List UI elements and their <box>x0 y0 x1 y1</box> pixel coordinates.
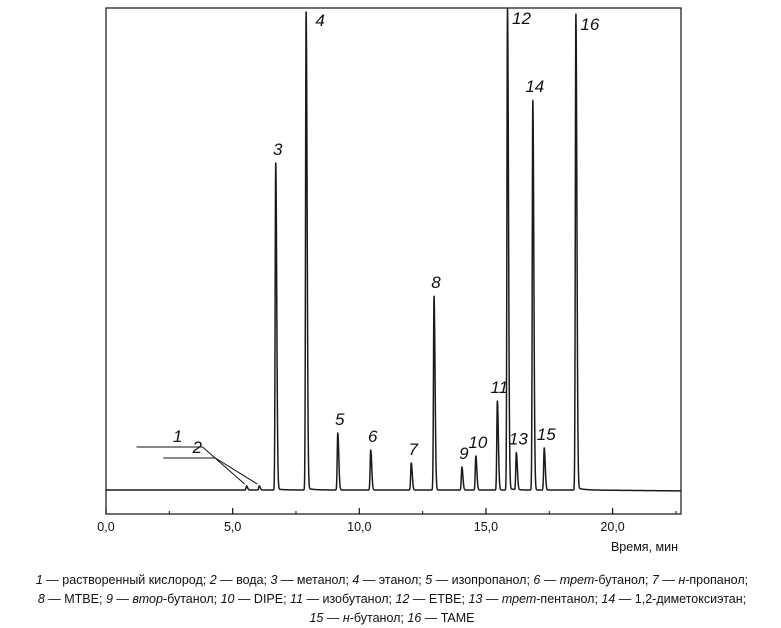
caption-line-2: 8 — MTBE; 9 — втор-бутанол; 10 — DIPE; 1… <box>4 590 780 609</box>
caption-text: 12 <box>395 592 410 606</box>
caption-text: 9 <box>105 592 113 606</box>
caption-text: — вода; <box>216 573 271 587</box>
caption-text: — ETBE; <box>409 592 469 606</box>
plot-frame <box>105 7 682 515</box>
caption-text: 11 <box>290 592 304 606</box>
caption-text: -пентанол; <box>536 592 602 606</box>
caption-text: — изопропанол; <box>432 573 534 587</box>
caption-text: 4 <box>352 573 360 587</box>
caption-text: 14 <box>601 592 616 606</box>
caption-text: н <box>342 611 350 625</box>
caption-text: 2 <box>209 573 217 587</box>
peak-label: 8 <box>431 273 441 292</box>
peak-label: 10 <box>468 433 487 452</box>
caption-text: — <box>540 573 560 587</box>
caption-text: — растворенный кислород; <box>42 573 210 587</box>
caption-text: 7 <box>651 573 659 587</box>
chromatogram-trace <box>105 7 682 492</box>
peak-label: 9 <box>459 444 469 463</box>
peak-leader-line <box>136 446 245 485</box>
caption-text: — изобутанол; <box>303 592 396 606</box>
caption-text: 5 <box>425 573 433 587</box>
caption-text: — <box>658 573 679 587</box>
caption-line-1: 1 — растворенный кислород; 2 — вода; 3 —… <box>4 571 780 590</box>
caption-text: 10 <box>220 592 235 606</box>
peak-label: 16 <box>580 15 599 34</box>
x-tick-labels: 0,0 5,0 10,0 15,0 20,0 <box>97 520 625 534</box>
peak-label: 6 <box>368 427 378 446</box>
x-tick-label: 0,0 <box>97 520 114 534</box>
caption-text: 1 <box>35 573 43 587</box>
chart-axes <box>105 7 682 515</box>
peak-label: 7 <box>408 440 418 459</box>
x-tick-label: 10,0 <box>347 520 371 534</box>
caption-text: — <box>482 592 502 606</box>
peak-leader-line <box>163 457 258 485</box>
caption-text: — метанол; <box>277 573 353 587</box>
caption-text: 16 <box>407 611 422 625</box>
caption-text: — <box>112 592 133 606</box>
caption-text: — DIPE; <box>234 592 291 606</box>
peak-label: 15 <box>537 425 556 444</box>
caption-text: 15 <box>309 611 324 625</box>
x-tick-label: 5,0 <box>224 520 241 534</box>
peak-label: 1 <box>173 427 182 446</box>
caption-text: 13 <box>468 592 483 606</box>
x-axis-label: Время, мин <box>611 540 678 554</box>
caption-text: -бутанол; <box>349 611 408 625</box>
caption-text: 6 <box>533 573 541 587</box>
peak-label: 5 <box>335 410 345 429</box>
caption-text: — этанол; <box>359 573 426 587</box>
x-tick-label: 20,0 <box>600 520 624 534</box>
caption-text: — TAME <box>421 611 475 625</box>
peak-label: 11 <box>491 378 509 397</box>
peak-label: 13 <box>509 430 528 449</box>
peak-label: 4 <box>315 11 324 30</box>
caption-text: 8 <box>37 592 45 606</box>
caption-text: 3 <box>270 573 278 587</box>
caption-text: трет <box>501 592 537 606</box>
caption-text: — 1,2-диметоксиэтан; <box>615 592 747 606</box>
caption-text: н <box>678 573 686 587</box>
caption-text: — MTBE; <box>44 592 106 606</box>
caption-text: втор <box>132 592 163 606</box>
caption-text: -пропанол; <box>685 573 749 587</box>
caption-text: — <box>323 611 343 625</box>
caption-text: -бутанол; <box>594 573 652 587</box>
caption-text: трет <box>559 573 595 587</box>
peak-label: 2 <box>192 438 203 457</box>
caption-text: -бутанол; <box>162 592 221 606</box>
caption-line-3: 15 — н-бутанол; 16 — TAME <box>4 609 780 628</box>
x-tick-label: 15,0 <box>474 520 498 534</box>
peak-label: 3 <box>273 140 283 159</box>
peak-label: 14 <box>525 77 544 96</box>
peak-label: 12 <box>512 9 531 28</box>
